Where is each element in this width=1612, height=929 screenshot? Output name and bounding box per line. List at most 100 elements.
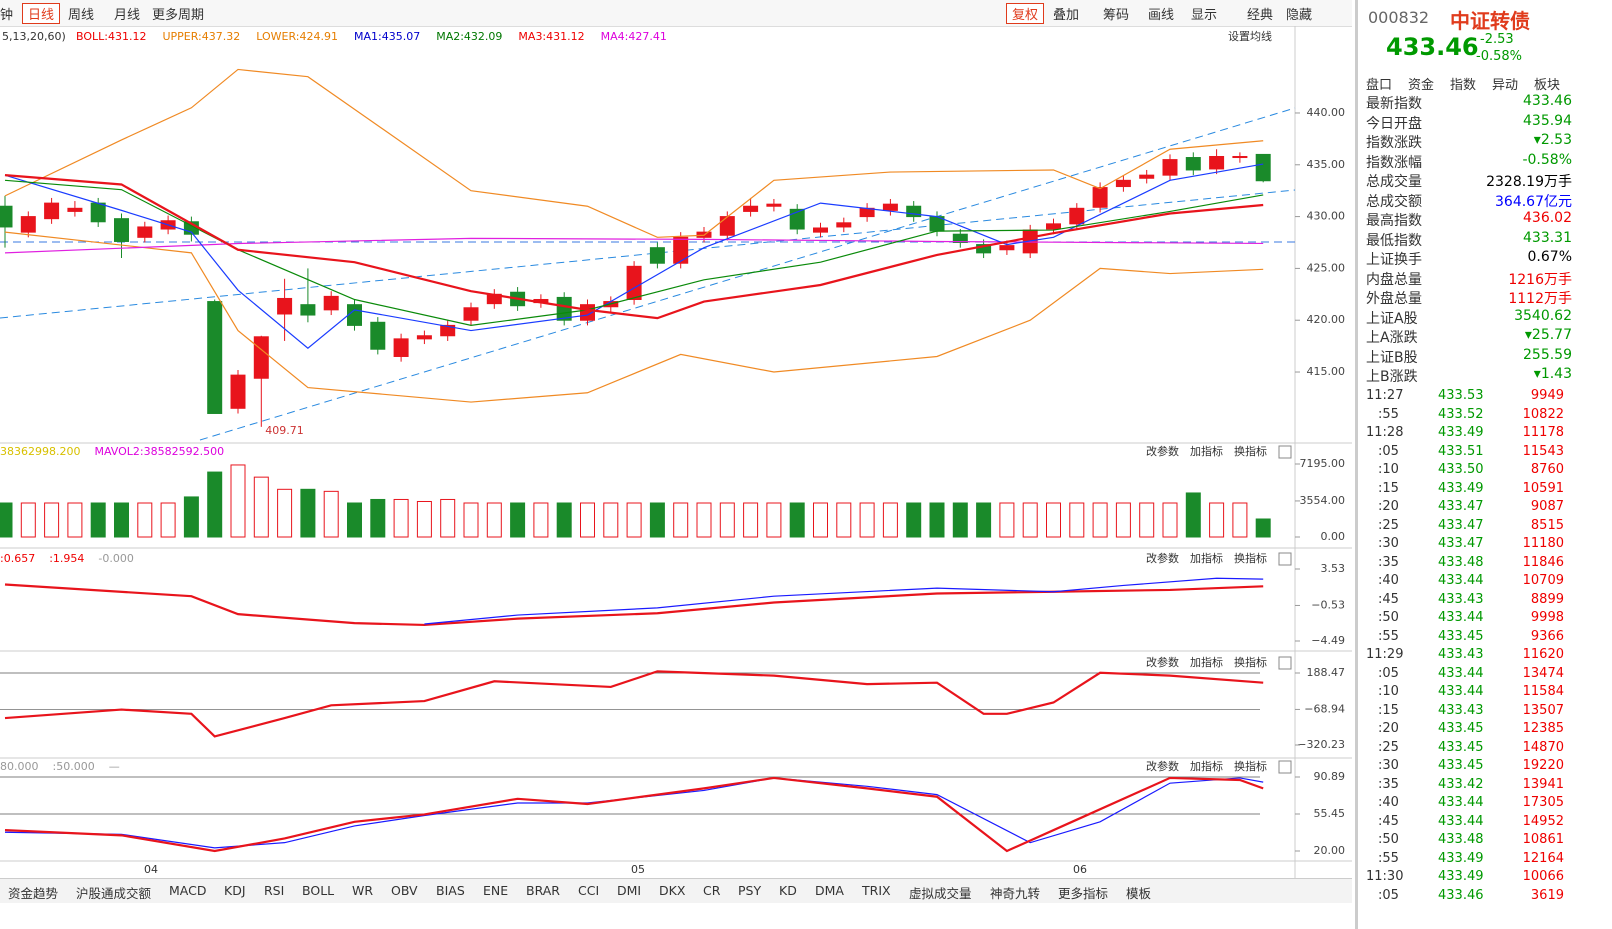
indicator-tab[interactable]: DMA [815, 883, 844, 898]
close-button [1278, 552, 1292, 566]
quote-row: 最新指数 433.46 [1366, 93, 1572, 113]
quote-value: 1216万手 [1508, 271, 1572, 288]
indicator-tab[interactable]: ENE [483, 883, 509, 898]
panel-legend: 80.000 [0, 760, 39, 773]
panel-button[interactable]: 改参数 [1146, 655, 1179, 669]
panel-button[interactable]: 加指标 [1190, 655, 1223, 669]
quote-tab[interactable]: 异动 [1492, 78, 1519, 93]
tick-price: 433.50 [1438, 462, 1484, 477]
indicator-tab[interactable]: 模板 [1126, 886, 1152, 901]
period-tab[interactable]: 钟 [0, 8, 14, 23]
volume-bar [44, 502, 60, 538]
indicator-tab[interactable]: WR [352, 883, 374, 898]
indicator-tab[interactable]: 资金趋势 [8, 886, 59, 901]
candle-body [999, 245, 1015, 251]
volume-bar [1115, 502, 1131, 538]
tick-row: :35 433.48 11846 [1366, 555, 1564, 574]
indicator-tab[interactable]: RSI [264, 883, 285, 898]
indicator-tab[interactable]: DMI [617, 883, 642, 898]
tool-button[interactable]: 复权 [1006, 3, 1045, 24]
tick-time: :55 [1378, 850, 1399, 866]
tool-button[interactable]: 叠加 [1053, 8, 1080, 23]
tick-row: :45 433.44 14952 [1366, 814, 1564, 833]
y-tick-label: 3.53 [1321, 562, 1346, 575]
volume-bar [323, 490, 339, 538]
quote-tab[interactable]: 资金 [1408, 78, 1435, 93]
indicator-tab[interactable]: DKX [659, 883, 686, 898]
tool-button[interactable]: 筹码 [1103, 8, 1130, 23]
tick-row: :40 433.44 17305 [1366, 795, 1564, 814]
panel-button[interactable]: 换指标 [1234, 759, 1267, 773]
quote-value: 364.67亿元 [1495, 193, 1572, 210]
panel-button[interactable]: 加指标 [1190, 551, 1223, 565]
tick-row: :10 433.50 8760 [1366, 462, 1564, 481]
indicator-tab[interactable]: BOLL [302, 883, 335, 898]
panel-button[interactable]: 加指标 [1190, 444, 1223, 458]
indicator-tab[interactable]: 神奇九转 [990, 886, 1041, 901]
tick-time: :25 [1378, 739, 1399, 755]
volume-bar [253, 476, 269, 538]
volume-bar [1046, 502, 1061, 538]
tick-row: :20 433.45 12385 [1366, 721, 1564, 740]
tick-price: 433.43 [1438, 702, 1484, 718]
period-tab[interactable]: 周线 [68, 8, 95, 23]
tick-time: 11:29 [1366, 647, 1404, 662]
quote-row: 上证A股 3540.62 [1366, 308, 1572, 328]
y-tick-label: 90.89 [1314, 770, 1346, 783]
tick-volume: 11180 [1522, 536, 1564, 551]
y-tick-label: 435.00 [1307, 158, 1346, 171]
period-tab[interactable]: 月线 [114, 8, 141, 23]
legend-params: 5,13,20,60) [2, 30, 66, 43]
volume-bar [836, 502, 852, 538]
panel-button[interactable]: 加指标 [1190, 759, 1223, 773]
volume-bar [277, 488, 293, 538]
indicator-tab[interactable]: BRAR [526, 883, 560, 898]
panel-button[interactable]: 改参数 [1146, 759, 1179, 773]
tick-volume: 14952 [1522, 813, 1564, 829]
period-tab[interactable]: 日线 [22, 3, 61, 24]
indicator-tab[interactable]: OBV [391, 883, 418, 898]
tick-price: 433.48 [1438, 554, 1484, 570]
candle-body [207, 301, 223, 414]
volume-bar [603, 502, 619, 538]
tool-button[interactable]: 画线 [1148, 8, 1175, 23]
panel-button[interactable]: 改参数 [1146, 551, 1179, 565]
tick-price: 433.45 [1438, 758, 1484, 773]
tick-price: 433.47 [1438, 499, 1484, 514]
panel-button[interactable]: 换指标 [1234, 444, 1267, 458]
tick-volume: 8899 [1530, 591, 1564, 607]
indicator-line [424, 577, 1264, 625]
indicator-tab[interactable]: CR [703, 883, 721, 898]
quote-tab[interactable]: 板块 [1534, 78, 1561, 93]
indicator-tab[interactable]: BIAS [436, 883, 465, 898]
indicator-tab[interactable]: 虚拟成交量 [909, 886, 972, 901]
indicator-tab[interactable]: 沪股通成交额 [76, 886, 152, 901]
panel-button[interactable]: 换指标 [1234, 551, 1267, 565]
quote-tab[interactable]: 指数 [1450, 78, 1477, 93]
indicator-tab[interactable]: KDJ [224, 883, 246, 898]
candle-body [1185, 157, 1201, 171]
tool-button[interactable]: 经典 [1247, 8, 1274, 23]
quote-tab[interactable]: 盘口 [1366, 78, 1393, 93]
indicator-tab[interactable]: PSY [738, 883, 762, 898]
chart: 5,13,20,60) BOLL:431.12 UPPER:437.32 LOWER:… [0, 26, 1352, 878]
indicator-tab[interactable]: TRIX [862, 883, 891, 898]
period-tab[interactable]: 更多周期 [152, 8, 205, 23]
panel-button[interactable]: 换指标 [1234, 655, 1267, 669]
indicator-tab[interactable]: 更多指标 [1058, 886, 1109, 901]
indicator-tab[interactable]: CCI [578, 883, 600, 898]
volume-bar [230, 464, 246, 538]
candle-body [1092, 187, 1108, 208]
panel-legend: 38362998.200 [0, 445, 80, 458]
tick-volume: 11846 [1522, 554, 1564, 570]
indicator-tab[interactable]: MACD [169, 883, 207, 898]
quote-value: 0.67% [1527, 249, 1572, 265]
panel-button[interactable]: 改参数 [1146, 444, 1179, 458]
tool-button[interactable]: 隐藏 [1286, 8, 1313, 23]
indicator-tab[interactable]: KD [779, 883, 797, 898]
volume-bar [0, 502, 13, 538]
tool-button[interactable]: 显示 [1191, 8, 1218, 23]
tick-volume: 3619 [1530, 887, 1564, 903]
volume-bar [580, 502, 595, 538]
